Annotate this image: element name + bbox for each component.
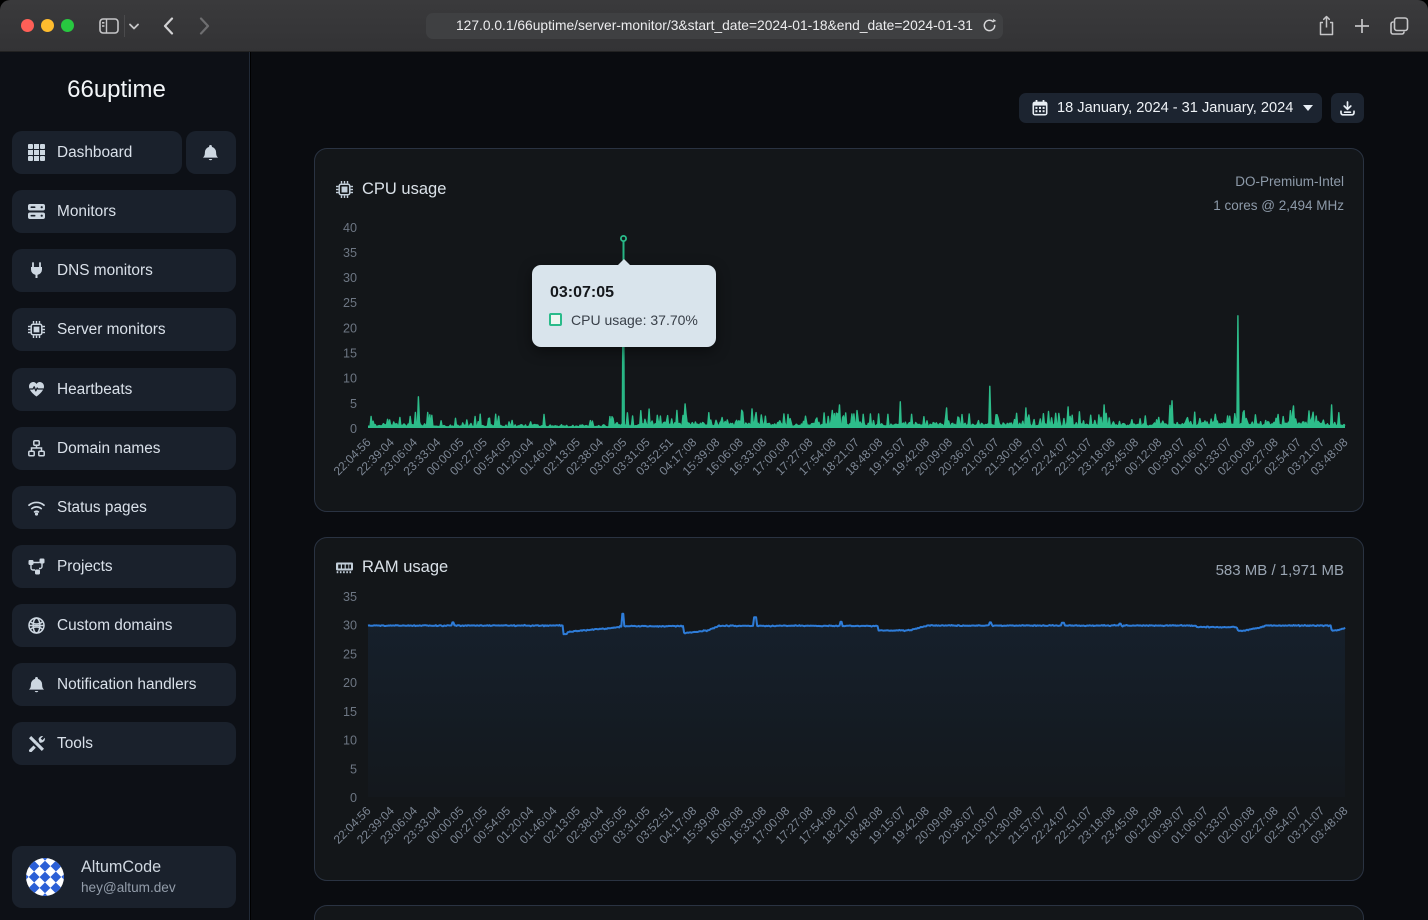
svg-text:30: 30: [343, 619, 357, 633]
svg-text:35: 35: [343, 590, 357, 604]
svg-text:15: 15: [343, 347, 357, 361]
svg-text:25: 25: [343, 647, 357, 661]
svg-text:10: 10: [343, 372, 357, 386]
svg-text:15: 15: [343, 705, 357, 719]
svg-text:5: 5: [350, 397, 357, 411]
svg-text:30: 30: [343, 271, 357, 285]
svg-text:5: 5: [350, 762, 357, 776]
svg-text:0: 0: [350, 422, 357, 436]
svg-text:0: 0: [350, 791, 357, 805]
svg-text:40: 40: [343, 221, 357, 235]
svg-text:10: 10: [343, 734, 357, 748]
svg-text:25: 25: [343, 296, 357, 310]
svg-text:20: 20: [343, 676, 357, 690]
svg-text:20: 20: [343, 321, 357, 335]
svg-text:35: 35: [343, 246, 357, 260]
